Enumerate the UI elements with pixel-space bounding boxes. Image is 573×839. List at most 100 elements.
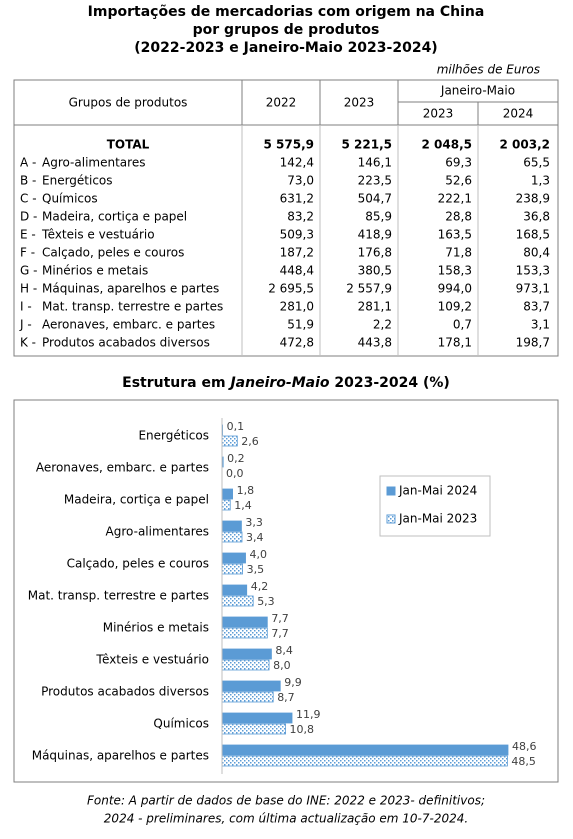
cell: 80,4: [523, 246, 550, 260]
row-label: Produtos acabados diversos: [42, 336, 210, 350]
cell: 5 221,5: [342, 138, 392, 152]
cell: 142,4: [280, 156, 314, 170]
legend-label: Jan-Mai 2024: [398, 484, 477, 498]
cell: 1,3: [531, 174, 550, 188]
row-code: D -: [20, 210, 37, 224]
legend-label: Jan-Mai 2023: [398, 512, 477, 526]
value-label: 48,5: [511, 755, 535, 768]
cell: 109,2: [438, 300, 472, 314]
cell: 281,0: [280, 300, 314, 314]
cell: 51,9: [287, 318, 314, 332]
category-label: Energéticos: [138, 429, 209, 443]
cell: 71,8: [445, 246, 472, 260]
category-label: Têxteis e vestuário: [95, 653, 209, 667]
cell: 52,6: [445, 174, 472, 188]
value-label: 7,7: [271, 627, 289, 640]
row-code: E -: [20, 228, 36, 242]
category-label: Químicos: [153, 717, 209, 731]
cell: 153,3: [516, 264, 550, 278]
row-label: Químicos: [42, 192, 98, 206]
row-code: B -: [20, 174, 36, 188]
cell: 85,9: [365, 210, 392, 224]
value-label: 4,0: [250, 548, 268, 561]
legend-box: [379, 475, 491, 537]
cell: 28,8: [445, 210, 472, 224]
bar: [221, 648, 272, 660]
row-code: K -: [20, 336, 36, 350]
cell: 238,9: [516, 192, 550, 206]
value-label: 1,8: [237, 484, 255, 497]
cell: 448,4: [280, 264, 314, 278]
column-header: 2022: [266, 96, 297, 110]
cell: 509,3: [280, 228, 314, 242]
category-label: Máquinas, aparelhos e partes: [32, 749, 209, 763]
bar: [221, 520, 242, 532]
value-label: 8,0: [273, 659, 291, 672]
source: Fonte: A partir de dados de base do INE:…: [87, 794, 485, 808]
cell: 443,8: [358, 336, 392, 350]
category-label: Madeira, cortiça e papel: [64, 493, 209, 507]
row-code: H -: [20, 282, 37, 296]
value-label: 2,6: [241, 435, 259, 448]
cell: 2 003,2: [500, 138, 550, 152]
cell: 223,5: [358, 174, 392, 188]
value-label: 8,4: [275, 644, 293, 657]
cell: 2,2: [373, 318, 392, 332]
chart-border: [13, 399, 559, 783]
cell: 178,1: [438, 336, 472, 350]
category-label: Minérios e metais: [103, 621, 209, 635]
cell: 168,5: [516, 228, 550, 242]
bar: [221, 595, 254, 607]
row-label: Minérios e metais: [42, 264, 148, 278]
bar: [221, 563, 243, 575]
value-label: 0,1: [227, 420, 245, 433]
value-label: 10,8: [290, 723, 315, 736]
cell: 380,5: [358, 264, 392, 278]
column-header: 2024: [503, 107, 534, 121]
title: (2022-2023 e Janeiro-Maio 2023-2024): [134, 40, 437, 56]
value-label: 1,4: [234, 499, 252, 512]
row-label: TOTAL: [107, 138, 150, 152]
value-label: 0,2: [227, 452, 245, 465]
column-header: Janeiro-Maio: [440, 84, 515, 98]
cell: 36,8: [523, 210, 550, 224]
category-label: Mat. transp. terrestre e partes: [28, 589, 209, 603]
category-label: Calçado, peles e couros: [67, 557, 209, 571]
cell: 504,7: [358, 192, 392, 206]
value-label: 3,3: [245, 516, 262, 529]
bar: [221, 712, 293, 724]
value-label: 0,0: [226, 467, 244, 480]
row-label: Calçado, peles e couros: [42, 246, 184, 260]
bar: [221, 723, 286, 735]
cell: 83,2: [287, 210, 314, 224]
value-label: 9,9: [284, 676, 302, 689]
cell: 222,1: [438, 192, 472, 206]
row-label: Têxteis e vestuário: [41, 228, 155, 242]
category-label: Agro-alimentares: [106, 525, 209, 539]
bar: [221, 584, 248, 596]
row-code: J -: [19, 318, 32, 332]
bar: [221, 691, 274, 703]
value-label: 5,3: [257, 595, 275, 608]
bar: [221, 552, 246, 564]
cell: 418,9: [358, 228, 392, 242]
cell: 158,3: [438, 264, 472, 278]
value-label: 4,2: [251, 580, 269, 593]
bar: [221, 680, 281, 692]
bar: [221, 435, 238, 447]
cell: 0,7: [453, 318, 472, 332]
value-label: 8,7: [277, 691, 295, 704]
cell: 994,0: [438, 282, 472, 296]
cell: 3,1: [531, 318, 550, 332]
bar: [221, 744, 509, 756]
row-label: Máquinas, aparelhos e partes: [42, 282, 219, 296]
row-code: G -: [20, 264, 37, 278]
value-label: 48,6: [512, 740, 537, 753]
cell: 69,3: [445, 156, 472, 170]
category-label: Aeronaves, embarc. e partes: [36, 461, 209, 475]
bar: [221, 488, 233, 500]
cell: 198,7: [516, 336, 550, 350]
bar: [221, 531, 243, 543]
